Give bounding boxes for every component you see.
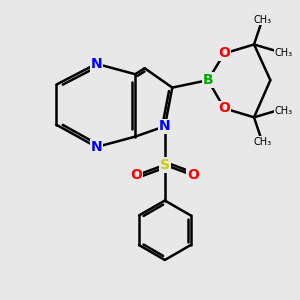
Text: O: O <box>187 168 199 182</box>
Text: O: O <box>131 168 142 182</box>
Text: S: S <box>160 158 170 172</box>
Text: N: N <box>91 140 102 154</box>
Text: O: O <box>218 46 230 60</box>
Text: CH₃: CH₃ <box>274 106 292 116</box>
Text: N: N <box>159 119 171 133</box>
Text: O: O <box>218 101 230 116</box>
Text: CH₃: CH₃ <box>253 15 272 25</box>
Text: B: B <box>202 73 213 87</box>
Text: CH₃: CH₃ <box>274 48 292 59</box>
Text: CH₃: CH₃ <box>253 137 272 147</box>
Text: N: N <box>91 57 102 71</box>
